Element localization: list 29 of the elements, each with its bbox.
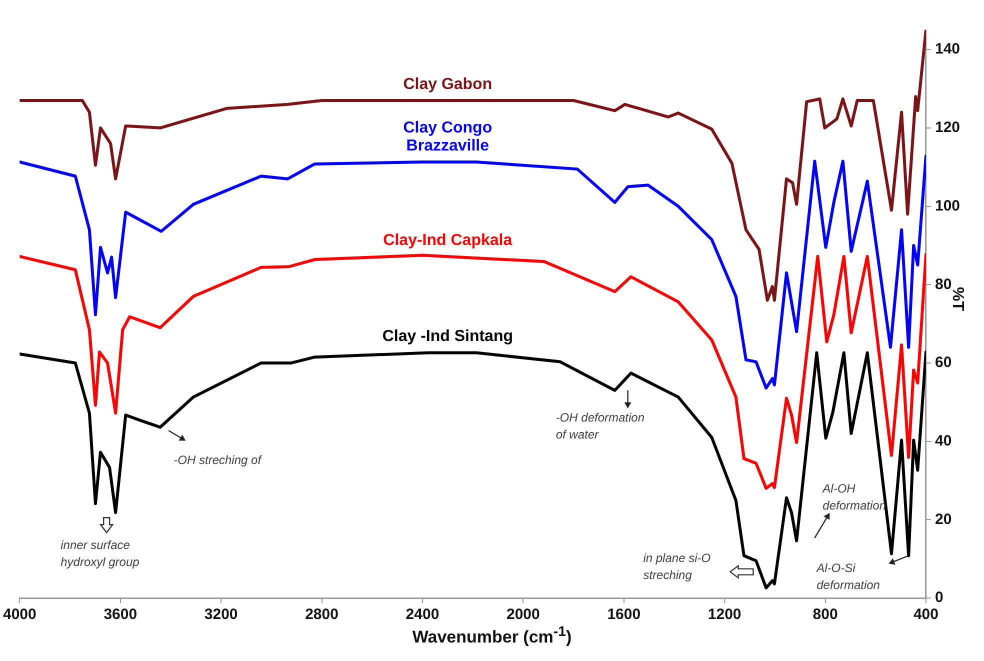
x-tick-label: 2400	[406, 606, 440, 624]
x-tick-label: 4000	[2, 606, 36, 624]
x-tick-label: 3200	[204, 606, 238, 624]
annotation: -OH deformation of water	[556, 410, 645, 442]
y-tick-label: 60	[934, 354, 952, 372]
annotation: Al-O-Si deformation	[816, 561, 880, 592]
series-label: Clay -Ind Sintang	[382, 328, 513, 346]
series-label: Clay Congo Brazzaville	[403, 119, 492, 154]
x-tick-label: 2800	[305, 606, 338, 624]
x-tick-label: 1200	[708, 606, 742, 624]
x-tick-label: 400	[913, 606, 938, 624]
y-tick-label: 20	[934, 510, 952, 528]
x-tick-label: 3600	[104, 606, 138, 624]
y-axis-title: %T	[949, 287, 966, 311]
series-label: Clay-Ind Capkala	[383, 232, 512, 249]
x-tick-label: 2000	[506, 606, 540, 624]
y-tick-label: 140	[934, 40, 960, 58]
y-tick-label: 40	[934, 432, 952, 450]
x-axis-title: Wavenumber (cm$^{-1}$)	[411, 624, 573, 648]
x-tick-label: 1600	[607, 606, 641, 624]
annotation: in plane si-O streching	[643, 551, 711, 582]
annotation: -OH streching of	[174, 452, 263, 467]
y-tick-label: 0	[934, 589, 944, 606]
y-tick-label: 100	[934, 197, 960, 214]
y-tick-label: 120	[934, 119, 960, 136]
x-tick-label: 800	[812, 606, 838, 624]
series-label: Clay Gabon	[403, 76, 492, 93]
annotation: inner surface hydroxyl group	[60, 538, 140, 569]
y-tick-label: 80	[934, 276, 952, 293]
